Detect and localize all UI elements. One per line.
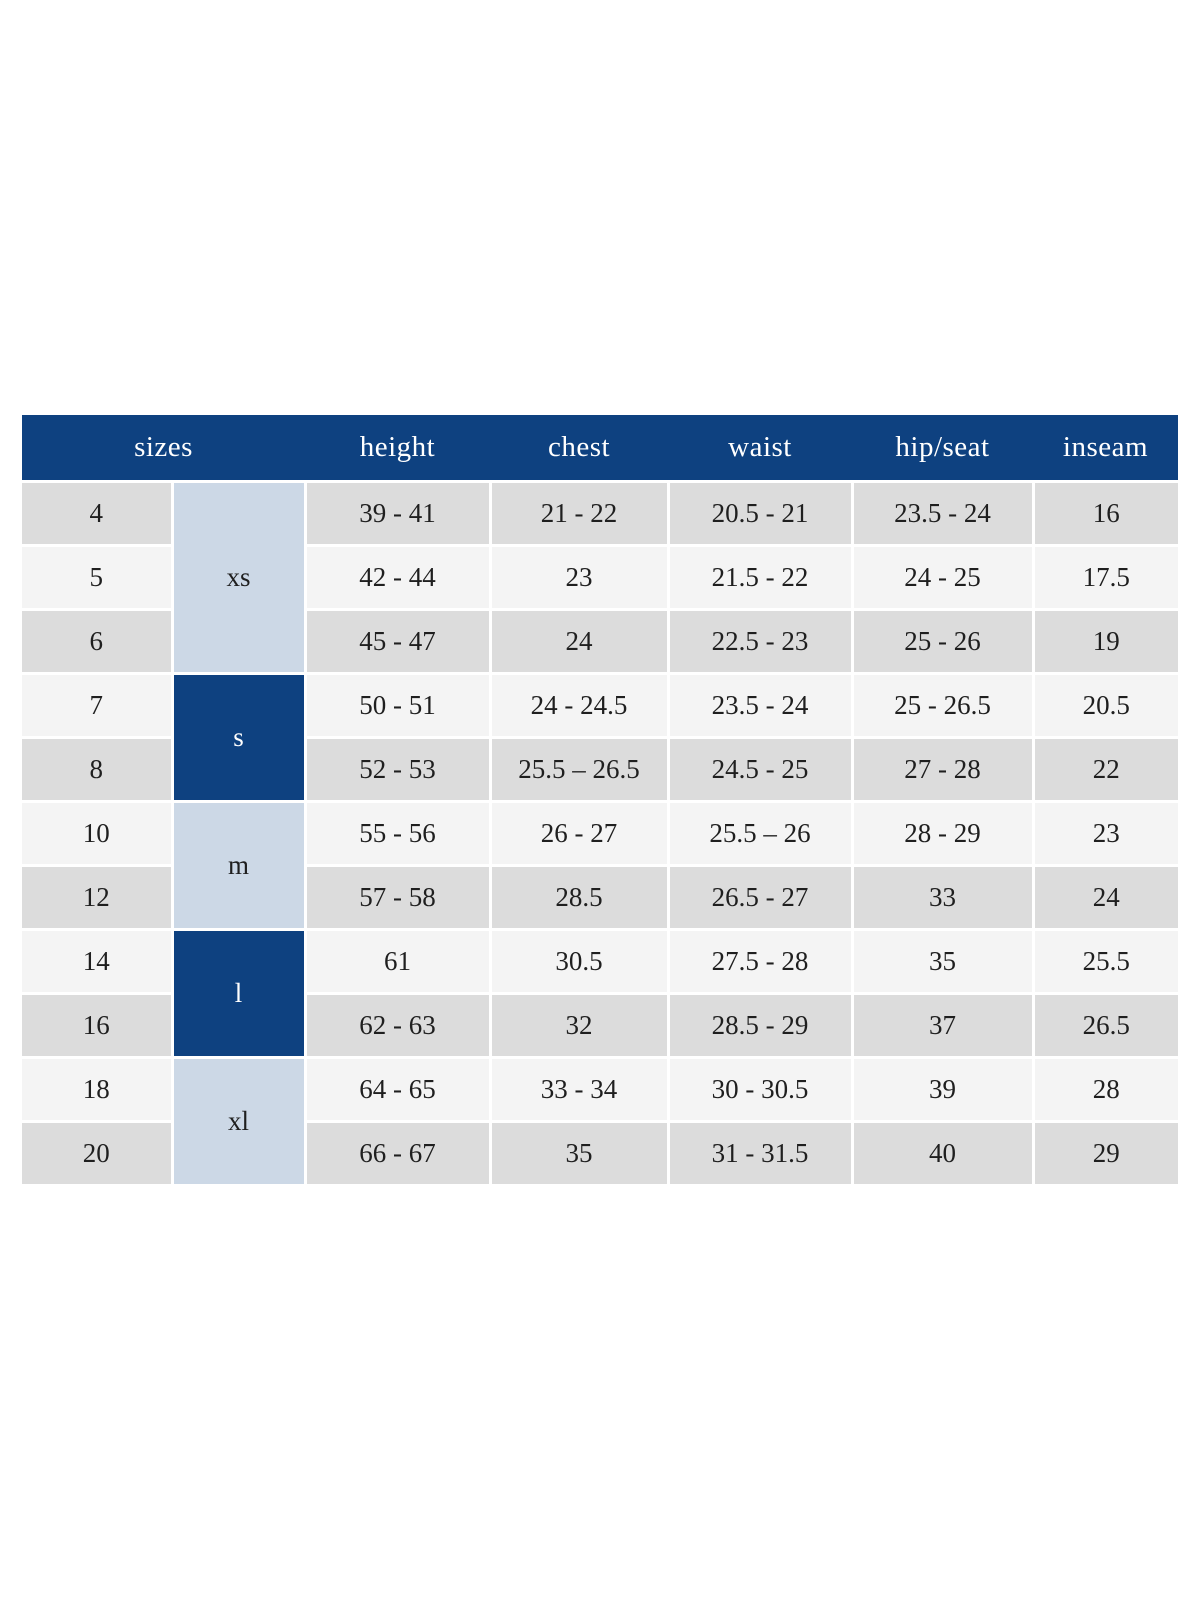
table-row: 4 xs 39 - 41 21 - 22 20.5 - 21 23.5 - 24 16 [22,481,1178,675]
size-group-cell-m: m [170,799,307,931]
waist-cell: 27.5 - 28 [666,927,854,995]
inseam-cell: 23 [1031,799,1178,867]
inseam-cell: 25.5 [1031,927,1178,995]
size-number-cell: 8 [22,735,174,803]
chest-cell: 26 - 27 [488,799,670,867]
height-cell: 66 - 67 [303,1119,492,1187]
table-row: 14 l 61 30.5 27.5 - 28 35 25.5 [22,927,1178,1059]
height-cell: 42 - 44 [303,543,492,611]
chest-cell: 25.5 – 26.5 [488,735,670,803]
size-chart-table: sizes height chest waist hip/seat inseam… [22,415,1178,1187]
size-number-cell: 14 [22,927,174,995]
header-chest: chest [490,415,668,483]
hip-seat-cell: 28 - 29 [850,799,1035,867]
header-row: sizes height chest waist hip/seat inseam [22,415,1178,483]
size-number-cell: 7 [22,671,174,739]
table-row: 6 45 - 47 24 22.5 - 23 25 - 26 19 [22,607,1178,675]
hip-seat-cell: 39 [850,1055,1035,1123]
height-cell: 39 - 41 [303,481,492,547]
header-inseam: inseam [1033,415,1178,483]
chest-cell: 35 [488,1119,670,1187]
table-row: 5 42 - 44 23 21.5 - 22 24 - 25 17.5 [22,543,1178,611]
hip-seat-cell: 35 [850,927,1035,995]
inseam-cell: 28 [1031,1055,1178,1123]
height-cell: 62 - 63 [303,991,492,1059]
waist-cell: 21.5 - 22 [666,543,854,611]
inseam-cell: 19 [1031,607,1178,675]
hip-seat-cell: 40 [850,1119,1035,1187]
size-group-cell-l: l [170,927,307,1059]
size-number-cell: 6 [22,607,174,675]
size-number-cell: 16 [22,991,174,1059]
hip-seat-cell: 33 [850,863,1035,931]
chest-cell: 23 [488,543,670,611]
chest-cell: 30.5 [488,927,670,995]
size-group-cell-s: s [170,671,307,803]
inseam-cell: 22 [1031,735,1178,803]
size-number-cell: 10 [22,799,174,867]
height-cell: 55 - 56 [303,799,492,867]
height-cell: 45 - 47 [303,607,492,675]
height-cell: 64 - 65 [303,1055,492,1123]
waist-cell: 20.5 - 21 [666,481,854,547]
size-number-cell: 20 [22,1119,174,1187]
height-cell: 61 [303,927,492,995]
chest-cell: 33 - 34 [488,1055,670,1123]
chest-cell: 24 [488,607,670,675]
size-number-cell: 12 [22,863,174,931]
table-row: 20 66 - 67 35 31 - 31.5 40 29 [22,1119,1178,1187]
chest-cell: 32 [488,991,670,1059]
table-row: 7 s 50 - 51 24 - 24.5 23.5 - 24 25 - 26.5 20.5 [22,671,1178,803]
table-row: 16 62 - 63 32 28.5 - 29 37 26.5 [22,991,1178,1059]
waist-cell: 30 - 30.5 [666,1055,854,1123]
inseam-cell: 20.5 [1031,671,1178,739]
chest-cell: 28.5 [488,863,670,931]
size-group-cell-xs: xs [170,481,307,675]
waist-cell: 26.5 - 27 [666,863,854,931]
waist-cell: 31 - 31.5 [666,1119,854,1187]
table-header: sizes height chest waist hip/seat inseam [22,415,1178,483]
hip-seat-cell: 37 [850,991,1035,1059]
height-cell: 57 - 58 [303,863,492,931]
height-cell: 50 - 51 [303,671,492,739]
inseam-cell: 26.5 [1031,991,1178,1059]
hip-seat-cell: 23.5 - 24 [850,481,1035,547]
header-waist: waist [668,415,852,483]
hip-seat-cell: 25 - 26.5 [850,671,1035,739]
inseam-cell: 29 [1031,1119,1178,1187]
size-number-cell: 18 [22,1055,174,1123]
table-body: 4 xs 39 - 41 21 - 22 20.5 - 21 23.5 - 24 16 5 42… [22,481,1178,1187]
inseam-cell: 24 [1031,863,1178,931]
table-row: 18 xl 64 - 65 33 - 34 30 - 30.5 39 28 [22,1055,1178,1187]
chest-cell: 24 - 24.5 [488,671,670,739]
waist-cell: 22.5 - 23 [666,607,854,675]
size-number-cell: 5 [22,543,174,611]
header-sizes: sizes [22,415,305,483]
waist-cell: 25.5 – 26 [666,799,854,867]
hip-seat-cell: 24 - 25 [850,543,1035,611]
header-hip-seat: hip/seat [852,415,1033,483]
header-height: height [305,415,490,483]
inseam-cell: 16 [1031,481,1178,547]
waist-cell: 23.5 - 24 [666,671,854,739]
height-cell: 52 - 53 [303,735,492,803]
table-row: 12 57 - 58 28.5 26.5 - 27 33 24 [22,863,1178,931]
table-row: 10 m 55 - 56 26 - 27 25.5 – 26 28 - 29 23 [22,799,1178,931]
hip-seat-cell: 25 - 26 [850,607,1035,675]
chest-cell: 21 - 22 [488,481,670,547]
waist-cell: 24.5 - 25 [666,735,854,803]
size-number-cell: 4 [22,481,174,547]
inseam-cell: 17.5 [1031,543,1178,611]
waist-cell: 28.5 - 29 [666,991,854,1059]
hip-seat-cell: 27 - 28 [850,735,1035,803]
size-group-cell-xl: xl [170,1055,307,1187]
table-row: 8 52 - 53 25.5 – 26.5 24.5 - 25 27 - 28 22 [22,735,1178,803]
